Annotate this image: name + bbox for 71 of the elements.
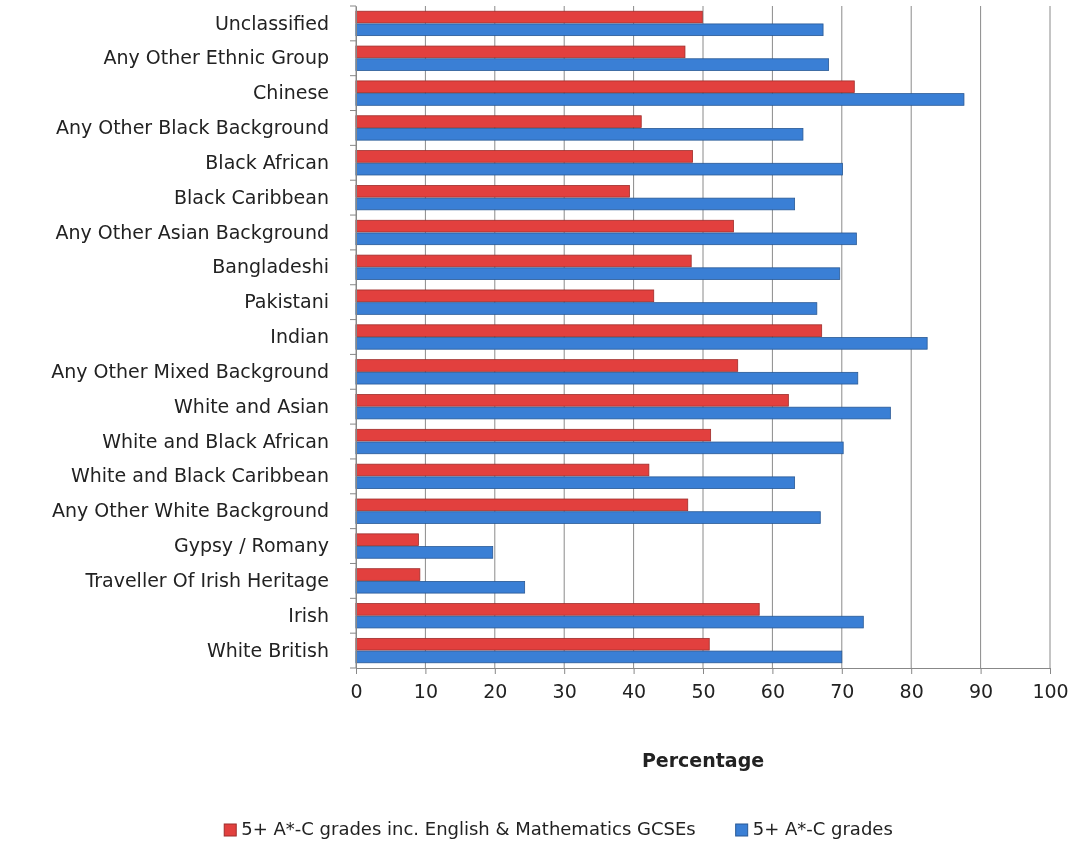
y-tick-label: Any Other Asian Background [55,220,329,243]
y-tick-label: Chinese [253,81,329,104]
y-tick-label: White and Black Caribbean [70,464,329,487]
bar [355,637,710,651]
bar [355,115,642,128]
bar [355,603,760,616]
x-tick-label: 50 [691,679,716,702]
bar [355,23,824,37]
bar [355,302,818,315]
y-tick-label: Bangladeshi [212,255,329,278]
y-tick-label: Indian [270,325,329,348]
bar [355,371,859,385]
y-tick-label: Irish [288,603,329,626]
x-tick-label: 20 [483,679,508,702]
y-tick-label: Any Other White Background [52,499,329,522]
bar [355,197,796,211]
bar [355,546,494,559]
bar [355,511,821,524]
x-tick-label: 70 [830,679,855,702]
bar [355,150,693,163]
y-tick-label: White and Black African [102,429,329,452]
y-tick-label: White British [206,638,329,661]
y-tick-label: Unclassified [214,11,329,34]
x-tick-label: 10 [413,679,438,702]
bar [355,394,789,407]
y-tick-label: Pakistani [244,290,329,313]
bar [355,476,796,489]
bar [355,498,689,512]
bar [355,428,712,442]
bar [355,289,655,303]
bar [355,45,686,59]
x-tick-label: 100 [1032,679,1069,702]
bar [355,441,844,455]
y-tick-label: White and Asian [174,394,329,417]
bar [355,93,965,106]
bar [355,80,855,93]
bar [355,254,692,268]
y-tick-label: Black African [205,150,329,173]
bar [355,406,891,420]
bar [355,219,734,233]
bar [355,162,843,176]
x-tick-label: 90 [969,679,994,702]
x-tick-label: 30 [552,679,577,702]
bar [355,128,804,141]
y-tick-label: Black Caribbean [174,185,329,208]
y-tick-label: Any Other Ethnic Group [103,46,329,69]
y-tick-label: Traveller Of Irish Heritage [84,568,329,591]
bar [355,581,526,594]
y-tick-label: Gypsy / Romany [173,534,329,557]
y-tick-label: Any Other Black Background [55,116,329,139]
bar [355,568,421,581]
bar [355,359,739,372]
x-tick-label: 80 [899,679,924,702]
bar [355,533,419,546]
bar [355,324,823,337]
x-tick-label: 0 [350,679,363,702]
bar [355,337,928,350]
y-tick-label: Any Other Mixed Background [51,359,329,382]
bar [355,267,841,280]
bar [355,10,703,24]
bar [355,185,630,198]
x-axis-title: Percentage [641,749,765,771]
bar [355,463,650,477]
legend-label: 5+ A*-C grades inc. English & Mathematics GCSEs [241,818,696,839]
bar [355,232,857,246]
legend-label: 5+ A*-C grades [752,818,893,839]
bar [355,58,830,71]
bar [355,615,864,629]
x-tick-label: 60 [760,679,785,702]
x-tick-label: 40 [622,679,647,702]
bar [355,650,843,664]
